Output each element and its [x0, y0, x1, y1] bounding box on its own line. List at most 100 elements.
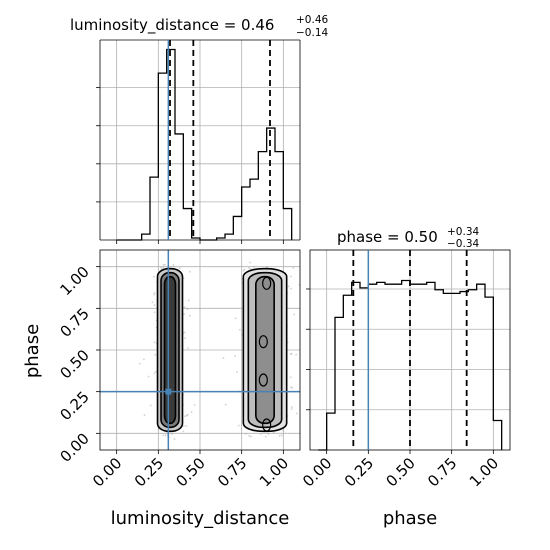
- scatter-point: [138, 362, 141, 365]
- density-contour: [262, 418, 272, 432]
- scatter-point: [291, 387, 293, 389]
- title-phase-sub: −0.34: [447, 238, 479, 250]
- scatter-point: [267, 433, 270, 435]
- scatter-point: [272, 431, 275, 434]
- histogram-step-line: [116, 48, 293, 241]
- scatter-point: [188, 314, 191, 317]
- y-tick-label: 1.00: [56, 263, 92, 299]
- x-tick-label: 0.00: [299, 454, 335, 490]
- title-phase-sup: +0.34: [447, 226, 479, 238]
- scatter-point: [182, 430, 185, 433]
- scatter-point: [248, 434, 251, 437]
- scatter-point: [238, 328, 241, 331]
- x-tick-label: 0.25: [131, 454, 167, 490]
- scatter-point: [183, 331, 186, 334]
- scatter-point: [280, 434, 283, 437]
- density-contour: [255, 275, 275, 425]
- scatter-point: [222, 357, 225, 359]
- scatter-point: [278, 434, 281, 437]
- scatter-point: [154, 353, 157, 356]
- scatter-point: [296, 412, 298, 415]
- scatter-point: [290, 352, 293, 355]
- scatter-point: [234, 355, 237, 357]
- scatter-point: [185, 414, 188, 417]
- scatter-point: [184, 337, 186, 340]
- scatter-point: [236, 370, 238, 373]
- y-tick-label: 0.75: [56, 304, 92, 340]
- scatter-point: [249, 435, 252, 438]
- scatter-point: [178, 267, 181, 269]
- scatter-point: [234, 317, 237, 320]
- scatter-point: [153, 304, 156, 306]
- scatter-point: [244, 432, 247, 435]
- scatter-point: [243, 268, 246, 271]
- scatter-point: [186, 308, 189, 310]
- scatter-point: [253, 265, 255, 268]
- scatter-point: [248, 266, 250, 269]
- scatter-point: [164, 434, 167, 437]
- scatter-point: [173, 265, 175, 268]
- scatter-point: [153, 291, 156, 294]
- scatter-point: [155, 370, 157, 373]
- y-tick-label: 0.25: [56, 388, 92, 424]
- scatter-point: [186, 347, 189, 350]
- scatter-point: [157, 428, 160, 430]
- scatter-point: [242, 269, 245, 272]
- scatter-point: [249, 261, 251, 264]
- x-tick-label: 1.00: [466, 454, 502, 490]
- x-tick-label: 0.50: [382, 454, 418, 490]
- scatter-point: [290, 386, 292, 388]
- scatter-point: [142, 358, 145, 361]
- scatter-point: [163, 263, 166, 266]
- scatter-point: [289, 376, 292, 379]
- scatter-point: [290, 287, 293, 290]
- density-contour: [163, 275, 177, 425]
- x-tick-label: 0.75: [424, 454, 460, 490]
- scatter-point: [190, 411, 193, 413]
- scatter-point: [289, 353, 292, 355]
- scatter-point: [162, 267, 164, 269]
- scatter-point: [260, 432, 262, 435]
- x-axis-label-luminosity-distance: luminosity_distance: [111, 508, 290, 529]
- scatter-point: [143, 414, 146, 416]
- scatter-point: [184, 415, 187, 418]
- scatter-point: [169, 266, 172, 268]
- x-axis-label-phase: phase: [383, 508, 437, 529]
- density-contour: [258, 373, 268, 387]
- scatter-point: [183, 313, 185, 316]
- y-tick-label: 0.00: [56, 429, 92, 465]
- scatter-point: [249, 267, 252, 270]
- scatter-point: [282, 429, 285, 432]
- scatter-point: [153, 311, 156, 314]
- scatter-point: [159, 266, 162, 269]
- x-tick-label: 0.00: [89, 454, 125, 490]
- scatter-point: [149, 404, 152, 407]
- scatter-point: [172, 263, 175, 266]
- scatter-point: [182, 425, 185, 427]
- scatter-point: [264, 435, 267, 438]
- scatter-point: [290, 275, 292, 278]
- x-tick-label: 0.25: [341, 454, 377, 490]
- title-phase-base: phase = 0.50: [337, 228, 438, 246]
- histogram-phase: 0.00 0.25 0.50 0.75 1.00: [299, 249, 511, 490]
- scatter-point: [183, 306, 186, 309]
- title-phase: phase = 0.50: [337, 228, 438, 246]
- scatter-point: [153, 275, 155, 278]
- x-tick-label: 0.50: [172, 454, 208, 490]
- scatter-2d-posterior: 0.000.000.250.250.500.500.750.751.001.00: [56, 249, 301, 490]
- scatter-point: [153, 372, 156, 375]
- scatter-point: [293, 313, 296, 316]
- x-tick-label: 1.00: [256, 454, 292, 490]
- y-axis-label-phase: phase: [22, 324, 43, 378]
- title-luminosity-distance: luminosity_distance = 0.46: [70, 16, 274, 35]
- scatter-point: [287, 285, 290, 288]
- scatter-point: [265, 266, 268, 269]
- truth-marker: [165, 388, 172, 395]
- scatter-point: [187, 299, 190, 302]
- scatter-point: [224, 403, 227, 406]
- scatter-point: [188, 270, 191, 273]
- title-luminosity-distance-sub: −0.14: [296, 27, 328, 39]
- scatter-point: [153, 341, 156, 344]
- scatter-point: [290, 406, 293, 409]
